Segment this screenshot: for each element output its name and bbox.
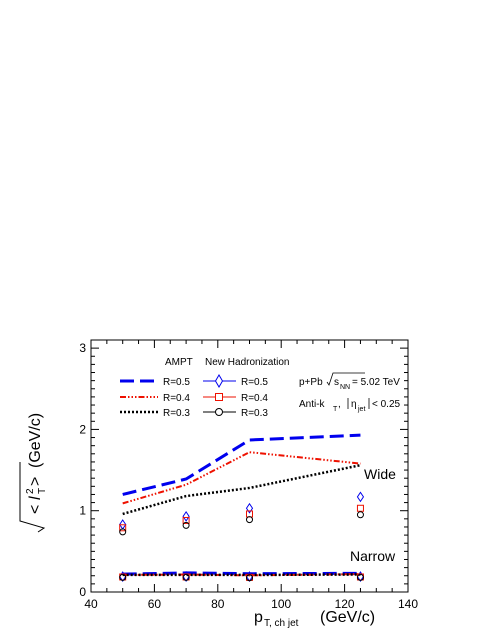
newhad-wide-r04-point bbox=[182, 516, 190, 524]
newhad-wide-r03-point bbox=[356, 511, 364, 519]
eta-subscript: jet bbox=[357, 406, 365, 413]
newhad-wide-r03-point bbox=[119, 528, 127, 536]
legend-newhad-header: New Hadronization bbox=[205, 357, 290, 368]
y-tick-label: 3 bbox=[79, 341, 86, 355]
algo-subscript: T bbox=[333, 406, 338, 413]
x-axis-subscript: T, ch jet bbox=[264, 618, 299, 629]
algo-comma: , bbox=[338, 399, 341, 410]
algorithm-annotation: Anti-k T , η jet < 0.25 bbox=[299, 398, 401, 413]
newhad-narrow-r03-point bbox=[356, 573, 364, 581]
y-tick-label: 0 bbox=[79, 585, 86, 599]
energy-value: = 5.02 TeV bbox=[352, 377, 400, 388]
newhad-narrow-r03-point bbox=[182, 573, 190, 581]
ampt-wide-r03-line bbox=[122, 463, 361, 516]
y-tick-label: 2 bbox=[79, 422, 86, 436]
legend-newhad-r03-marker bbox=[215, 408, 223, 416]
legend-newhad-r04-label: R=0.4 bbox=[241, 393, 268, 404]
newhad-wide-r04-point bbox=[246, 510, 253, 518]
newhad-narrow-r03-point bbox=[119, 573, 127, 581]
legend-newhad-r04-marker bbox=[215, 393, 223, 401]
x-tick-label: 100 bbox=[271, 597, 291, 611]
y-axis-bracket-open: < bbox=[27, 505, 44, 514]
y-tick-label: 1 bbox=[79, 504, 86, 518]
axes-layer: 40 60 80 100 120 140 0 1 2 3 bbox=[79, 339, 418, 611]
eta-cut-value: < 0.25 bbox=[372, 399, 401, 410]
eta-symbol: η bbox=[351, 399, 357, 410]
x-axis-unit: (GeV/c) bbox=[320, 609, 375, 626]
legend-ampt-r04-label: R=0.4 bbox=[163, 393, 190, 404]
energy-s-symbol: s bbox=[334, 377, 339, 388]
legend-newhad-r05-marker bbox=[214, 374, 224, 388]
algo-label: Anti-k bbox=[299, 399, 326, 410]
energy-sqrt-sign bbox=[326, 372, 365, 386]
system-label: p+Pb bbox=[299, 377, 323, 388]
y-axis-l-symbol: l bbox=[27, 496, 44, 500]
newhad-wide-r03-point bbox=[246, 516, 253, 524]
newhad-narrow-r03-point bbox=[246, 574, 253, 582]
legend-ampt-r05-label: R=0.5 bbox=[163, 377, 190, 388]
ampt-wide-r04-line bbox=[122, 451, 361, 505]
legend: AMPT New Hadronization R=0.5 R=0.4 R=0.3… bbox=[120, 357, 290, 419]
series-layer bbox=[119, 433, 365, 582]
newhad-wide-r04-point bbox=[356, 504, 364, 512]
ampt-wide-r05-line bbox=[122, 433, 361, 496]
legend-ampt-r03-label: R=0.3 bbox=[163, 408, 190, 419]
x-axis-p: p bbox=[254, 609, 263, 626]
wide-label: Wide bbox=[364, 466, 396, 482]
x-tick-label: 80 bbox=[211, 597, 225, 611]
x-axis-title: p T, ch jet (GeV/c) bbox=[254, 609, 375, 629]
y-axis-title: < l 2 T > (GeV/c) bbox=[19, 413, 48, 533]
ampt-narrow-r04-line bbox=[122, 573, 361, 577]
x-tick-label: 40 bbox=[84, 597, 98, 611]
newhad-wide-r03-point bbox=[182, 521, 190, 529]
newhad-wide-r05-point bbox=[245, 502, 254, 514]
newhad-wide-r05-point bbox=[356, 491, 365, 503]
newhad-wide-r04-point bbox=[119, 524, 127, 532]
newhad-wide-r05-point bbox=[182, 510, 190, 522]
legend-newhad-r03-label: R=0.3 bbox=[241, 408, 268, 419]
ampt-narrow-r05-line bbox=[122, 571, 361, 576]
x-tick-label: 120 bbox=[335, 597, 355, 611]
legend-ampt-header: AMPT bbox=[165, 357, 193, 368]
system-annotation: p+Pb s NN = 5.02 TeV bbox=[299, 372, 400, 391]
y-axis-subscript: T bbox=[37, 488, 48, 494]
y-axis-unit: (GeV/c) bbox=[27, 413, 44, 468]
y-axis-bracket-close: > bbox=[27, 477, 44, 486]
narrow-label: Narrow bbox=[350, 548, 396, 564]
y-axis-sqrt-sign bbox=[19, 462, 46, 533]
x-tick-label: 60 bbox=[148, 597, 162, 611]
x-tick-label: 140 bbox=[398, 597, 418, 611]
y-axis-superscript: 2 bbox=[25, 488, 36, 494]
energy-subscript: NN bbox=[340, 384, 350, 391]
legend-newhad-r05-label: R=0.5 bbox=[241, 377, 268, 388]
